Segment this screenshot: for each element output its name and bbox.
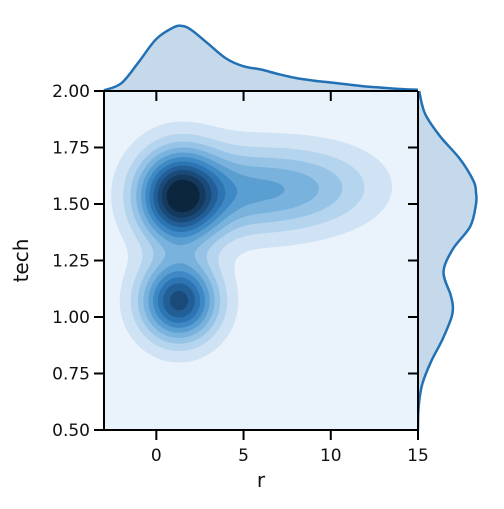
y-tick-label: 2.00 (52, 82, 90, 102)
y-tick-label: 1.75 (52, 139, 90, 159)
x-tick-label: 5 (238, 446, 249, 466)
marginal-x-line (103, 24, 419, 92)
x-tick-label: 15 (407, 446, 429, 466)
marginal-x-kde (103, 24, 419, 92)
y-tick-label: 0.50 (52, 421, 90, 441)
y-tick-label: 1.50 (52, 195, 90, 215)
x-tick-label: 10 (320, 446, 342, 466)
joint-kde-panel (104, 91, 418, 430)
axes: 0 5 10 15 0.50 0.75 1.00 1.25 1.50 1.75 2.00 (52, 82, 429, 466)
y-axis-label: tech (9, 239, 33, 283)
y-tick-label: 1.00 (52, 308, 90, 328)
kde-contours (111, 121, 393, 363)
marginal-y-line (416, 90, 478, 431)
marginal-x-fill (104, 25, 418, 91)
y-tick-label: 0.75 (52, 365, 90, 385)
marginal-y-fill (418, 91, 477, 430)
x-tick-label: 0 (151, 446, 162, 466)
y-tick-label: 1.25 (52, 252, 90, 272)
marginal-y-kde (416, 90, 478, 431)
x-axis-label: r (257, 468, 266, 492)
kde-level-11 (166, 179, 200, 213)
